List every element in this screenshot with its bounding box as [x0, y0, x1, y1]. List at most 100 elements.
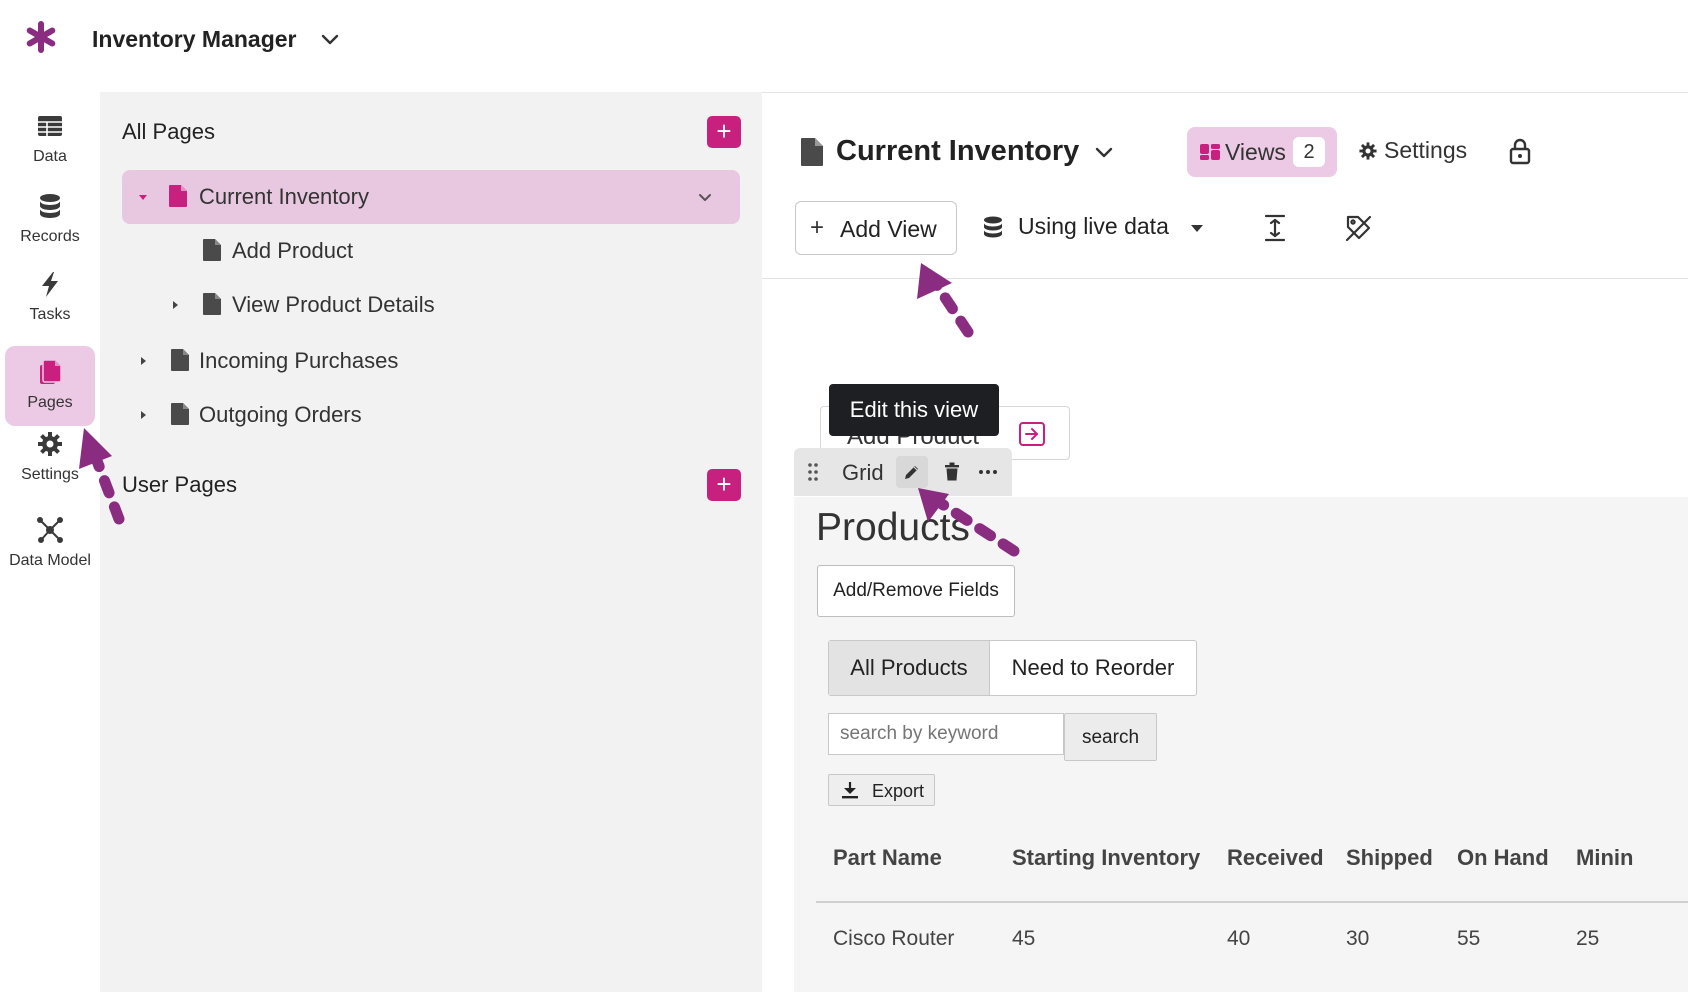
- search-button[interactable]: search: [1064, 713, 1157, 761]
- page-label: View Product Details: [232, 292, 435, 317]
- products-table: Part Name Starting Inventory Received Sh…: [816, 823, 1688, 992]
- tag-off-icon[interactable]: [1344, 213, 1372, 243]
- add-user-page-button[interactable]: +: [707, 469, 741, 501]
- row-height-icon[interactable]: [1262, 213, 1288, 243]
- pages-icon: [40, 359, 62, 384]
- database-icon: [984, 216, 1002, 238]
- nav-label-data: Data: [33, 148, 67, 165]
- all-pages-title: All Pages: [122, 119, 215, 144]
- nav-item-settings[interactable]: Settings: [5, 418, 95, 498]
- lightning-icon: [42, 272, 58, 297]
- page-label: Add Product: [232, 238, 354, 263]
- nav-item-tasks[interactable]: Tasks: [5, 258, 95, 338]
- column-header[interactable]: Received: [1227, 845, 1324, 870]
- nav-label-pages: Pages: [27, 394, 73, 411]
- nav-item-pages[interactable]: Pages: [5, 346, 95, 426]
- main-content: Current Inventory Views 2: [762, 92, 1688, 992]
- nav-label-tasks: Tasks: [29, 306, 71, 323]
- page-title[interactable]: Current Inventory: [836, 135, 1080, 167]
- document-icon: [169, 185, 187, 207]
- lock-icon[interactable]: [1508, 137, 1532, 165]
- pages-panel: All Pages + Current Inventory Add Produc…: [100, 92, 762, 992]
- table-cell: 25: [1576, 927, 1600, 950]
- network-icon: [37, 517, 63, 543]
- download-icon: [842, 782, 858, 799]
- nav-label-data-model: Data Model: [9, 552, 91, 569]
- caret-down-icon[interactable]: [136, 190, 150, 204]
- chevron-down-icon[interactable]: [1092, 141, 1116, 165]
- page-label: Current Inventory: [199, 184, 369, 209]
- table-cell: Cisco Router: [833, 927, 955, 950]
- column-header[interactable]: Minin: [1576, 845, 1634, 870]
- trash-icon[interactable]: [944, 462, 960, 482]
- live-data-label: Using live data: [1018, 213, 1169, 239]
- table-cell: 55: [1457, 927, 1481, 950]
- document-icon: [203, 293, 221, 315]
- column-header[interactable]: Shipped: [1346, 845, 1433, 870]
- search-input[interactable]: [828, 713, 1064, 755]
- views-button[interactable]: Views 2: [1187, 127, 1337, 177]
- views-icon: [1200, 144, 1220, 160]
- document-icon: [203, 239, 221, 261]
- pencil-icon: [905, 466, 918, 479]
- nav-item-data[interactable]: Data: [5, 100, 95, 180]
- document-icon: [171, 349, 189, 371]
- tab-need-to-reorder[interactable]: Need to Reorder: [989, 641, 1196, 695]
- chevron-down-icon[interactable]: [318, 28, 342, 52]
- caret-right-icon[interactable]: [168, 298, 182, 312]
- page-label: Incoming Purchases: [199, 348, 399, 373]
- nav-label-records: Records: [20, 228, 80, 245]
- more-options-icon[interactable]: [978, 468, 998, 476]
- filter-tabs: All Products Need to Reorder: [828, 640, 1197, 696]
- link-arrow-icon[interactable]: [1018, 421, 1046, 447]
- column-header[interactable]: On Hand: [1457, 845, 1549, 870]
- app-title[interactable]: Inventory Manager: [92, 26, 297, 52]
- table-icon: [38, 116, 62, 136]
- table-cell: 30: [1346, 927, 1370, 950]
- add-remove-fields-button[interactable]: Add/Remove Fields: [817, 565, 1015, 617]
- chevron-down-icon[interactable]: [696, 188, 714, 206]
- top-bar: Inventory Manager: [0, 0, 1688, 86]
- page-label: Outgoing Orders: [199, 402, 362, 427]
- caret-right-icon[interactable]: [136, 354, 150, 368]
- page-row-view-product-details[interactable]: View Product Details: [122, 278, 740, 332]
- document-icon: [171, 403, 189, 425]
- tab-all-products[interactable]: All Products: [829, 641, 989, 695]
- view-header: Current Inventory Views 2: [762, 93, 1688, 279]
- column-header[interactable]: Starting Inventory: [1012, 845, 1201, 870]
- add-view-button[interactable]: + Add View: [795, 201, 957, 255]
- nav-item-records[interactable]: Records: [5, 180, 95, 260]
- table-divider: [816, 901, 1688, 903]
- views-count-badge: 2: [1293, 137, 1325, 167]
- nav-item-data-model[interactable]: Data Model: [5, 504, 95, 584]
- export-label: Export: [872, 781, 925, 801]
- caret-right-icon[interactable]: [136, 408, 150, 422]
- grid-label: Grid: [842, 460, 884, 485]
- page-row-current-inventory[interactable]: Current Inventory: [122, 170, 740, 224]
- gear-icon: [38, 432, 62, 456]
- edit-view-button[interactable]: [896, 456, 928, 488]
- page-row-incoming-purchases[interactable]: Incoming Purchases: [122, 334, 740, 388]
- page-row-outgoing-orders[interactable]: Outgoing Orders: [122, 388, 740, 442]
- table-cell: 40: [1227, 927, 1251, 950]
- settings-label: Settings: [1384, 137, 1468, 163]
- caret-down-icon: [1191, 225, 1203, 232]
- table-cell: 45: [1012, 927, 1036, 950]
- document-icon: [801, 138, 823, 166]
- add-page-button[interactable]: +: [707, 116, 741, 148]
- drag-handle-icon[interactable]: [806, 462, 820, 482]
- database-icon: [40, 194, 60, 218]
- grid-toolbar: Grid: [794, 448, 1012, 496]
- left-nav: Data Records Tasks Pages: [0, 92, 100, 992]
- user-pages-title: User Pages: [122, 472, 237, 497]
- grid-title: Products: [816, 506, 970, 549]
- export-button[interactable]: Export: [828, 774, 935, 806]
- edit-view-tooltip: Edit this view: [829, 384, 999, 436]
- app-logo[interactable]: [24, 20, 58, 54]
- add-view-label: Add View: [840, 216, 937, 242]
- nav-label-settings: Settings: [21, 466, 79, 483]
- page-row-add-product[interactable]: Add Product: [122, 224, 740, 278]
- plus-icon: +: [810, 214, 825, 241]
- gear-icon: [1359, 142, 1377, 160]
- column-header[interactable]: Part Name: [833, 845, 942, 870]
